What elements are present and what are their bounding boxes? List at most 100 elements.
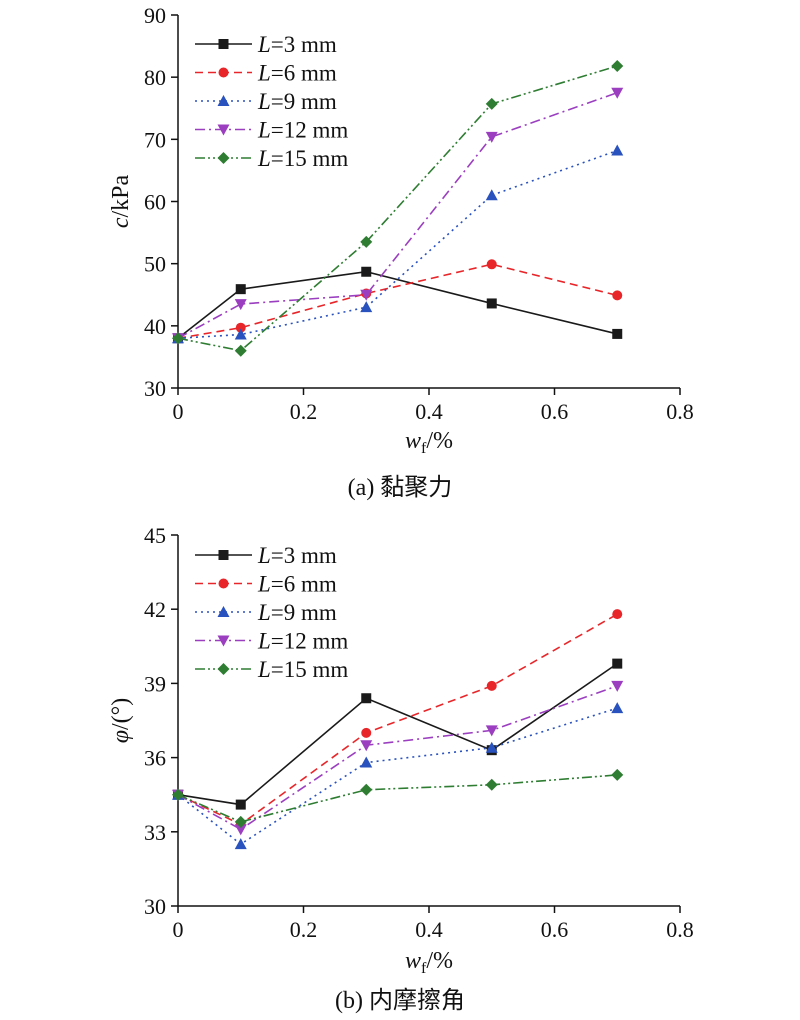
data-point-series-3 (485, 741, 498, 753)
x-tick-label: 0 (173, 399, 184, 424)
legend-label-1: L=3 mm (257, 543, 337, 568)
x-axis-label-symbol: w (405, 428, 421, 454)
y-tick-label: 40 (144, 314, 166, 339)
data-point-series-2 (612, 609, 623, 620)
data-point-series-1 (235, 799, 246, 810)
x-axis-label: wf/% (405, 948, 453, 977)
y-tick-label: 60 (144, 190, 166, 215)
data-point-series-4 (234, 299, 247, 311)
y-tick-label: 70 (144, 127, 166, 152)
legend-marker-5 (217, 152, 230, 164)
data-point-series-1 (486, 298, 497, 309)
data-point-series-3 (234, 838, 247, 850)
legend-label-value: =15 mm (271, 657, 349, 682)
series-line-1 (177, 662, 618, 806)
y-axis-label: φ/(°) (108, 698, 134, 744)
y-axis-label: c/kPa (108, 174, 134, 228)
data-point-series-5 (611, 768, 624, 781)
legend-label-2: L=6 mm (257, 572, 337, 597)
data-point-series-4 (611, 680, 624, 692)
data-point-series-1 (612, 658, 623, 669)
data-point-series-2 (235, 322, 246, 333)
legend-label-value: =6 mm (271, 572, 337, 597)
data-point-series-4 (485, 131, 498, 143)
legend-label-symbol: L (257, 543, 271, 568)
legend-label-4: L=12 mm (257, 629, 348, 654)
y-tick-label: 42 (144, 597, 166, 622)
legend-label-value: =15 mm (271, 146, 349, 171)
series-line-2 (177, 613, 618, 826)
series-line-5 (177, 774, 618, 823)
legend: L=3 mmL=6 mmL=9 mmL=12 mmL=15 mm (195, 32, 348, 171)
legend-label-2: L=6 mm (257, 61, 337, 86)
x-tick-label: 0.2 (290, 399, 318, 424)
data-point-series-2 (612, 290, 623, 301)
legend-label-3: L=9 mm (257, 600, 337, 625)
series-line-3 (177, 149, 618, 340)
y-tick-label: 39 (144, 671, 166, 696)
x-axis-label-symbol: w (405, 948, 421, 974)
legend-label-4: L=12 mm (257, 118, 348, 143)
data-point-series-5 (485, 778, 498, 791)
legend-marker-1 (218, 39, 229, 49)
data-point-series-2 (486, 259, 497, 270)
y-axis-label-unit: /kPa (108, 174, 134, 217)
y-tick-label: 30 (144, 376, 166, 401)
x-tick-label: 0.4 (415, 399, 443, 424)
legend-label-symbol: L (257, 61, 271, 86)
legend-marker-5 (217, 663, 230, 675)
legend-label-5: L=15 mm (257, 657, 348, 682)
legend: L=3 mmL=6 mmL=9 mmL=12 mmL=15 mm (195, 543, 348, 682)
legend-label-symbol: L (257, 572, 271, 597)
legend-label-3: L=9 mm (257, 89, 337, 114)
data-point-series-4 (360, 289, 373, 301)
data-point-series-3 (611, 144, 624, 156)
data-point-series-5 (234, 815, 247, 828)
y-tick-label: 90 (144, 3, 166, 28)
legend-label-5: L=15 mm (257, 146, 348, 171)
data-point-series-1 (235, 284, 246, 295)
legend-label-symbol: L (257, 32, 271, 57)
x-tick-label: 0.6 (541, 917, 569, 942)
legend-label-value: =9 mm (271, 89, 337, 114)
legend-label-value: =3 mm (271, 543, 337, 568)
y-axis-label-symbol: c (108, 217, 134, 228)
data-point-series-3 (234, 328, 247, 340)
series-line-2 (177, 263, 618, 340)
data-point-series-5 (360, 235, 373, 248)
data-point-series-5 (611, 59, 624, 72)
chart-caption: (b) 内摩擦角 (335, 987, 465, 1014)
y-axis-label-symbol: φ (108, 730, 134, 743)
legend-marker-2 (218, 578, 229, 589)
data-point-series-1 (361, 693, 372, 704)
data-point-series-3 (360, 756, 373, 768)
legend-label-symbol: L (257, 118, 271, 143)
data-point-series-3 (611, 702, 624, 714)
data-point-series-5 (172, 788, 184, 801)
y-tick-label: 45 (144, 523, 166, 548)
x-tick-label: 0.8 (666, 399, 694, 424)
data-point-series-4 (234, 824, 247, 836)
data-point-series-4 (485, 725, 498, 737)
x-tick-label: 0.6 (541, 399, 569, 424)
x-axis-label-subscript: f (421, 960, 427, 977)
x-axis-label-subscript: f (421, 440, 427, 457)
series-line-4 (177, 91, 618, 339)
legend-marker-3 (217, 606, 230, 617)
y-tick-label: 50 (144, 252, 166, 277)
data-point-series-1 (612, 328, 623, 339)
data-point-series-5 (172, 332, 184, 345)
x-tick-label: 0.2 (290, 917, 318, 942)
x-axis-label: wf/% (405, 428, 453, 457)
data-point-series-2 (361, 727, 372, 738)
data-point-series-3 (360, 301, 373, 313)
data-point-series-4 (611, 87, 624, 99)
data-point-series-2 (486, 680, 497, 691)
y-tick-label: 80 (144, 65, 166, 90)
x-axis-label-unit: /% (426, 428, 453, 454)
x-tick-label: 0 (173, 917, 184, 942)
legend-label-symbol: L (257, 600, 271, 625)
legend-marker-3 (217, 95, 230, 106)
legend-marker-2 (218, 67, 229, 78)
